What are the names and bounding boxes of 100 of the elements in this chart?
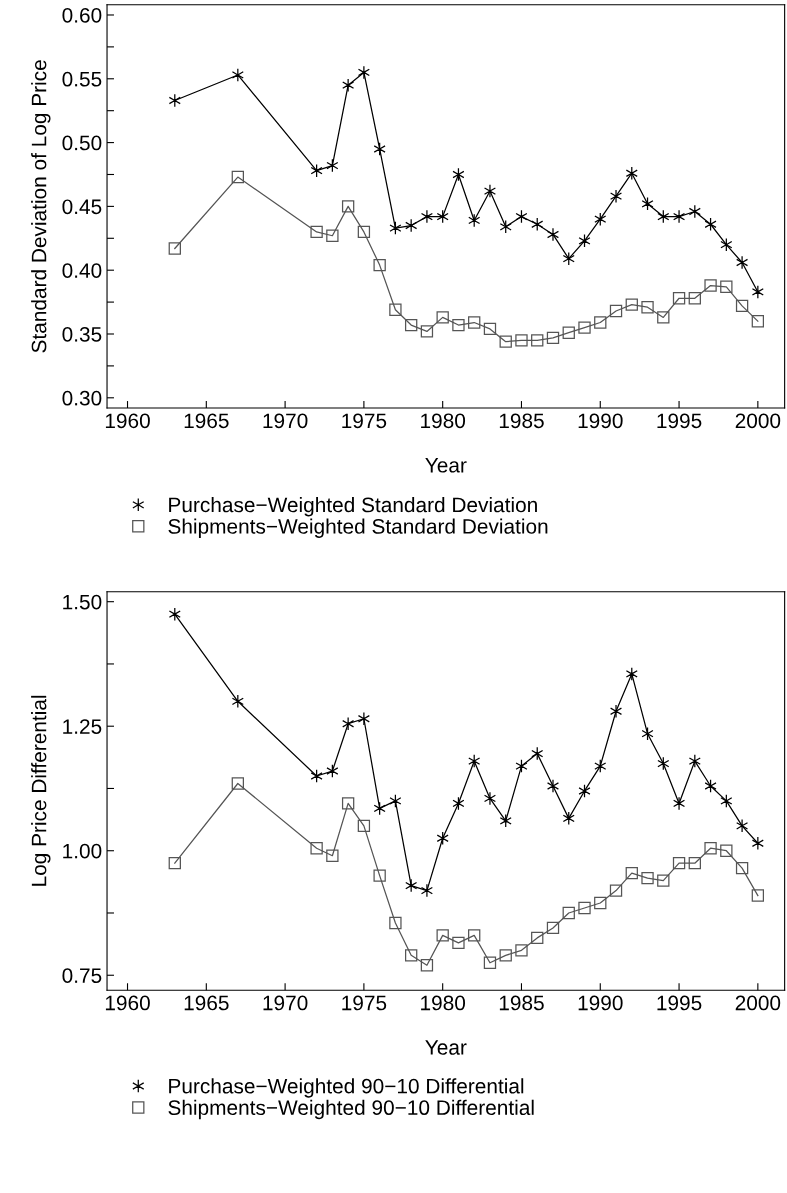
point — [499, 335, 512, 348]
point — [641, 301, 654, 314]
point — [310, 842, 323, 855]
y-tick-label: 0.35 — [62, 327, 102, 342]
point — [326, 229, 339, 242]
y-tick-label: 1.00 — [63, 843, 102, 859]
y-axis-title: Standard Deviation of Log Price — [31, 60, 51, 353]
point — [357, 819, 371, 833]
point — [720, 280, 733, 293]
x-tick-label: 1985 — [499, 995, 544, 1011]
point — [483, 956, 497, 969]
x-tick-label: 1990 — [578, 413, 623, 429]
x-tick-label: 1975 — [342, 995, 387, 1011]
point — [452, 318, 465, 332]
y-tick-label: 1.25 — [63, 719, 102, 734]
x-tick-label: 1980 — [421, 413, 466, 429]
point — [389, 916, 402, 930]
point — [168, 242, 181, 255]
y-tick-label: 0.50 — [62, 135, 102, 151]
point — [420, 883, 433, 898]
x-tick-label: 1960 — [105, 995, 150, 1011]
point — [609, 304, 623, 318]
point — [231, 170, 245, 184]
y-axis-title: Log Price Differential — [31, 695, 51, 886]
point — [420, 959, 434, 972]
legend-label: Purchase−Weighted Standard Deviation — [169, 496, 537, 517]
point — [373, 258, 386, 272]
x-tick-label: 1965 — [184, 413, 229, 429]
point — [704, 279, 717, 292]
y-tick-label: 1.50 — [63, 594, 102, 610]
x-tick-label: 1960 — [105, 413, 150, 429]
point — [468, 316, 481, 329]
legend-label: Purchase−Weighted 90−10 Differential — [169, 1078, 524, 1098]
point — [594, 316, 607, 329]
x-tick-label: 1970 — [263, 995, 308, 1011]
x-tick-label: 2000 — [735, 995, 781, 1011]
point — [373, 869, 386, 882]
point — [657, 874, 670, 887]
x-axis-title: Year — [425, 1040, 467, 1055]
point — [483, 791, 496, 806]
point — [704, 842, 717, 855]
point — [420, 209, 433, 224]
y-tick-label: 0.60 — [62, 7, 102, 23]
y-tick-label: 0.40 — [62, 263, 102, 278]
point — [341, 797, 355, 810]
point — [404, 318, 418, 332]
point — [310, 225, 323, 239]
y-tick-label: 0.30 — [62, 390, 102, 406]
point — [735, 299, 749, 313]
point — [468, 929, 481, 942]
point — [562, 326, 575, 339]
x-tick-label: 1995 — [657, 995, 702, 1011]
point — [546, 227, 560, 242]
point — [625, 298, 638, 311]
x-tick-label: 1970 — [263, 413, 308, 429]
point — [389, 303, 402, 316]
point — [609, 189, 623, 204]
point — [688, 292, 701, 305]
x-tick-label: 2000 — [735, 413, 781, 429]
point — [546, 779, 560, 793]
y-tick-label: 0.45 — [62, 199, 102, 215]
x-tick-label: 1985 — [499, 413, 544, 429]
y-tick-label: 0.75 — [62, 968, 102, 983]
point — [357, 225, 371, 239]
point — [515, 944, 528, 957]
point — [452, 936, 465, 950]
legend-label: Shipments−Weighted 90−10 Differential — [168, 1099, 534, 1120]
point — [736, 255, 749, 270]
point — [673, 209, 686, 224]
point — [672, 292, 686, 305]
point — [704, 217, 717, 232]
point — [594, 896, 607, 910]
x-tick-label: 1990 — [578, 995, 623, 1011]
point — [546, 331, 560, 345]
point — [231, 777, 245, 790]
point — [357, 65, 370, 80]
point — [562, 906, 575, 920]
point — [751, 315, 765, 328]
point — [357, 711, 370, 726]
point — [483, 184, 496, 198]
point — [436, 929, 449, 942]
point — [688, 856, 701, 870]
point — [168, 856, 181, 870]
x-tick-label: 1980 — [421, 995, 466, 1011]
point — [673, 796, 686, 811]
y-tick-label: 0.55 — [62, 71, 102, 87]
point — [735, 861, 749, 875]
point — [657, 311, 670, 324]
point — [531, 931, 544, 945]
point — [578, 901, 591, 915]
point — [720, 844, 733, 857]
x-axis-title: Year — [425, 458, 467, 473]
point — [609, 884, 623, 897]
point — [751, 889, 765, 902]
point — [578, 321, 591, 334]
point — [341, 200, 355, 213]
x-tick-label: 1965 — [184, 995, 229, 1011]
point — [326, 849, 339, 862]
point — [420, 325, 434, 338]
point — [546, 921, 560, 935]
